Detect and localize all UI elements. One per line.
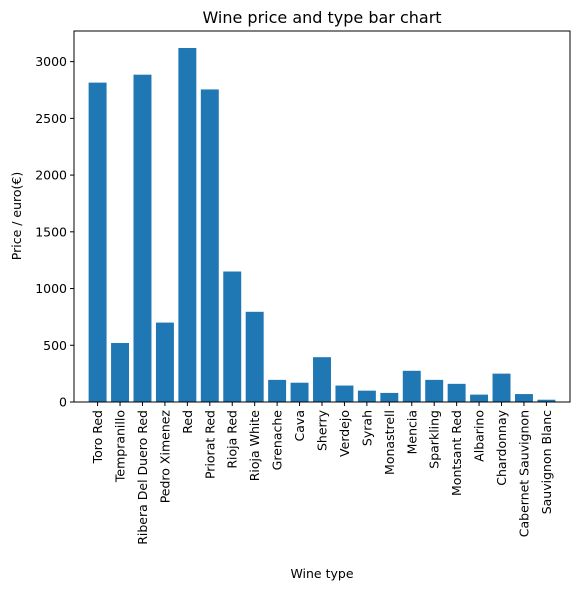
x-tick-label: Rioja White — [247, 410, 262, 482]
y-tick-label: 2500 — [35, 111, 67, 126]
bar-chardonnay — [492, 373, 511, 402]
y-tick-label: 0 — [59, 395, 67, 410]
bar-tempranillo — [111, 343, 130, 402]
bar-cabernet-sauvignon — [514, 394, 533, 402]
x-tick-label: Cava — [292, 410, 307, 441]
bar-ribera-del-duero-red — [133, 74, 152, 403]
x-tick-label: Sherry — [315, 409, 330, 451]
chart-title: Wine price and type bar chart — [202, 8, 441, 27]
bar-rioja-red — [223, 271, 242, 402]
x-tick-label: Rioja Red — [225, 410, 240, 469]
x-tick-label: Albarino — [472, 410, 487, 462]
bar-cava — [290, 382, 309, 402]
bar-red — [178, 48, 197, 403]
bars-group — [88, 48, 556, 403]
x-tick-label: Grenache — [270, 410, 285, 471]
plot-frame — [73, 30, 571, 403]
x-tick-label: Ribera Del Duero Red — [135, 410, 150, 545]
bar-sparkling — [425, 379, 444, 402]
x-tick-label: Cabernet Sauvignon — [516, 410, 531, 537]
x-tick-label: Sauvignon Blanc — [539, 410, 554, 514]
bar-pedro-ximenez — [155, 322, 174, 402]
x-tick-label: Syrah — [359, 410, 374, 446]
bar-grenache — [268, 379, 287, 402]
x-tick-label: Priorat Red — [202, 410, 217, 479]
bar-monastrell — [380, 392, 399, 402]
x-axis-label: Wine type — [290, 566, 353, 581]
x-tick-label: Toro Red — [90, 410, 105, 464]
bar-rioja-white — [245, 311, 264, 402]
bar-mencia — [402, 370, 421, 402]
x-tick-label: Tempranillo — [113, 410, 128, 483]
y-axis-label: Price / euro(€) — [9, 172, 24, 260]
bar-priorat-red — [200, 89, 219, 403]
x-tick-label: Red — [180, 410, 195, 434]
y-tick-label: 3000 — [35, 54, 67, 69]
y-tick-label: 1000 — [35, 281, 67, 296]
x-tick-label: Verdejo — [337, 410, 352, 457]
x-axis-ticks: Toro Red Tempranillo Ribera Del Duero Red P… — [90, 402, 554, 545]
y-tick-label: 500 — [43, 338, 67, 353]
x-tick-label: Mencia — [404, 410, 419, 454]
y-tick-label: 2000 — [35, 168, 67, 183]
bar-verdejo — [335, 385, 354, 402]
y-axis-ticks: 0 500 1000 1500 2000 2500 3000 — [35, 54, 74, 410]
bar-toro-red — [88, 82, 107, 403]
x-tick-label: Montsant Red — [449, 410, 464, 496]
x-tick-label: Chardonnay — [494, 409, 509, 485]
bar-sauvignon-blanc — [537, 399, 556, 402]
y-tick-label: 1500 — [35, 224, 67, 239]
x-tick-label: Sparkling — [427, 410, 442, 469]
x-tick-label: Pedro Ximenez — [157, 410, 172, 504]
bar-albarino — [470, 394, 489, 402]
bar-montsant-red — [447, 383, 466, 402]
bar-syrah — [357, 390, 376, 402]
bar-sherry — [313, 357, 331, 402]
x-tick-label: Monastrell — [382, 410, 397, 475]
